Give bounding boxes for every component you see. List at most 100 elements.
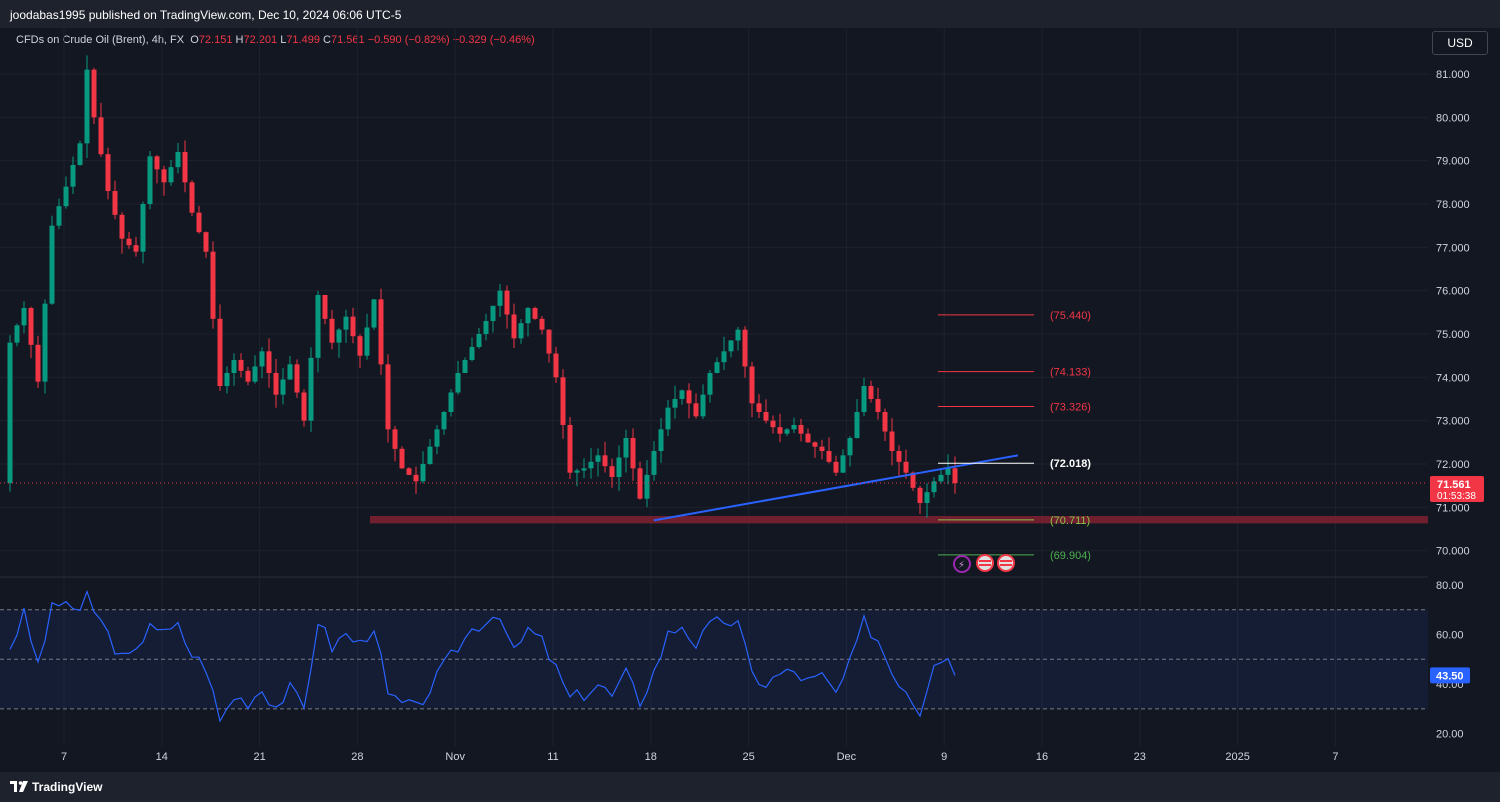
candle-body [266, 351, 272, 373]
event-markers[interactable]: ⚡ [953, 554, 1015, 573]
rsi-tick-label: 20.00 [1436, 729, 1464, 741]
candle-body [497, 290, 503, 306]
us-flag-stripe-icon [1000, 564, 1012, 566]
price-chart[interactable]: (75.440) (74.133) (73.326) (72.018) (70.711)… [0, 28, 1500, 772]
candle-body [567, 425, 573, 473]
candle-body [574, 470, 580, 473]
rsi-tick-label: 60.00 [1436, 630, 1464, 642]
candle-body [525, 308, 531, 324]
candle-body [770, 420, 776, 428]
candle-body [21, 308, 27, 326]
time-tick-label: 2025 [1225, 751, 1249, 763]
level-label: (72.018) [1050, 458, 1091, 470]
price-tick-label: 75.000 [1436, 329, 1470, 341]
candle-body [273, 373, 279, 395]
publisher-text: joodabas1995 published on TradingView.co… [10, 8, 402, 22]
publish-bar: joodabas1995 published on TradingView.co… [0, 0, 1500, 28]
time-tick-label: 9 [941, 751, 947, 763]
us-flag-stripe-icon [979, 564, 991, 566]
candle-body [371, 299, 377, 328]
candle-body [308, 357, 314, 421]
candle-body [343, 316, 349, 330]
candle-body [805, 433, 811, 443]
candle-body [490, 305, 496, 321]
candle-body [161, 169, 167, 183]
candle-body [154, 156, 160, 170]
time-axis[interactable]: 7 14 21 28 Nov 11 18 25 Dec 9 16 23 2025 7 [61, 751, 1339, 763]
candle-body [378, 299, 384, 365]
rsi-value-box [1430, 667, 1470, 684]
candle-body [329, 318, 335, 343]
event-lightning-icon[interactable] [953, 555, 971, 573]
candle-body [7, 342, 13, 484]
countdown-timer: 01:53:38 [1437, 491, 1476, 502]
legend-low-value: 71.499 [286, 34, 320, 46]
candle-body [798, 425, 804, 434]
candle-body [504, 290, 510, 315]
candle-body [119, 214, 125, 239]
candle-body [651, 451, 657, 475]
us-flag-stripe-icon [979, 560, 991, 562]
candle-body [665, 407, 671, 430]
legend-change-alt: −0.329 (−0.46%) [452, 34, 535, 46]
legend-open-value: 72.151 [198, 34, 233, 46]
tradingview-logo[interactable]: TradingView [10, 780, 102, 794]
candle-body [721, 351, 727, 363]
candle-body [238, 360, 244, 371]
candle-body [658, 429, 664, 451]
candle-body [511, 314, 517, 339]
candle-body [217, 318, 223, 386]
candle-body [826, 451, 832, 462]
time-tick-label: 28 [351, 751, 363, 763]
candle-body [749, 366, 755, 404]
candle-body [203, 232, 209, 252]
level-label: (70.711) [1050, 515, 1090, 527]
candle-body [847, 438, 853, 456]
candle-body [14, 325, 20, 343]
candle-body [364, 327, 370, 356]
candle-body [350, 316, 356, 337]
us-flag-stripe-icon [1000, 560, 1012, 562]
candle-body [462, 360, 468, 373]
candle-body [63, 186, 69, 207]
legend-change: −0.590 (−0.82%) [367, 34, 450, 46]
candle-body [595, 455, 601, 462]
time-tick-label: 23 [1134, 751, 1146, 763]
candle-body [392, 429, 398, 449]
candle-body [868, 386, 874, 399]
level-label: (69.904) [1050, 550, 1091, 562]
candle-body [196, 212, 202, 233]
candle-body [42, 303, 48, 382]
time-tick-label: 16 [1036, 751, 1048, 763]
last-price-value: 71.561 [1437, 479, 1471, 491]
legend-high-value: 72.201 [243, 34, 278, 46]
level-label: (73.326) [1050, 402, 1091, 414]
price-tick-label: 79.000 [1436, 156, 1470, 168]
time-tick-label: 14 [156, 751, 168, 763]
trendline [653, 454, 1019, 522]
candle-body [413, 474, 419, 482]
rsi-pane [0, 589, 1428, 723]
candle-body [707, 373, 713, 395]
candle-body [714, 362, 720, 373]
candle-body [532, 308, 538, 319]
footer-bar [0, 772, 1500, 802]
candle-body [252, 366, 258, 382]
candle-body [91, 69, 97, 118]
candle-body [742, 329, 748, 367]
candle-body [70, 165, 76, 187]
us-flag-icon[interactable] [976, 554, 994, 572]
candle-body [287, 364, 293, 380]
candle-body [945, 468, 951, 475]
price-axis[interactable]: 81.000 80.000 79.000 78.000 77.000 76.000 75.0… [1436, 69, 1470, 558]
legend-symbol: CFDs on Crude Oil (Brent), 4h, FX [16, 34, 185, 46]
us-flag-icon[interactable] [997, 554, 1015, 572]
candle-body [455, 373, 461, 393]
trendline-line [653, 454, 1019, 522]
candle-body [735, 329, 741, 341]
currency-button[interactable]: USD [1432, 31, 1488, 55]
candle-body [385, 364, 391, 430]
candle-body [910, 472, 916, 488]
